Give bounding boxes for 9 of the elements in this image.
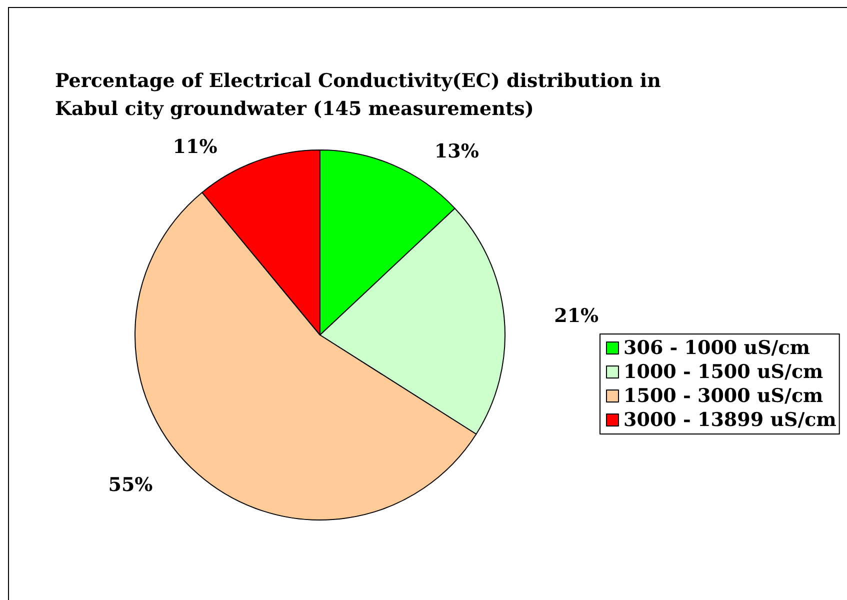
data-label: 55% <box>108 474 153 496</box>
data-label: 11% <box>172 136 218 158</box>
chart-title: Percentage of Electrical Conductivity(EC) distribution in Kabul city groundwater (145 measurements) <box>55 70 662 120</box>
legend-label: 1000 - 1500 uS/cm <box>624 361 824 383</box>
data-label: 21% <box>554 305 599 328</box>
legend-label: 3000 - 13899 uS/cm <box>624 409 836 431</box>
legend-label: 306 - 1000 uS/cm <box>624 337 810 359</box>
legend-label: 1500 - 3000 uS/cm <box>624 385 824 407</box>
data-label: 13% <box>434 140 479 162</box>
